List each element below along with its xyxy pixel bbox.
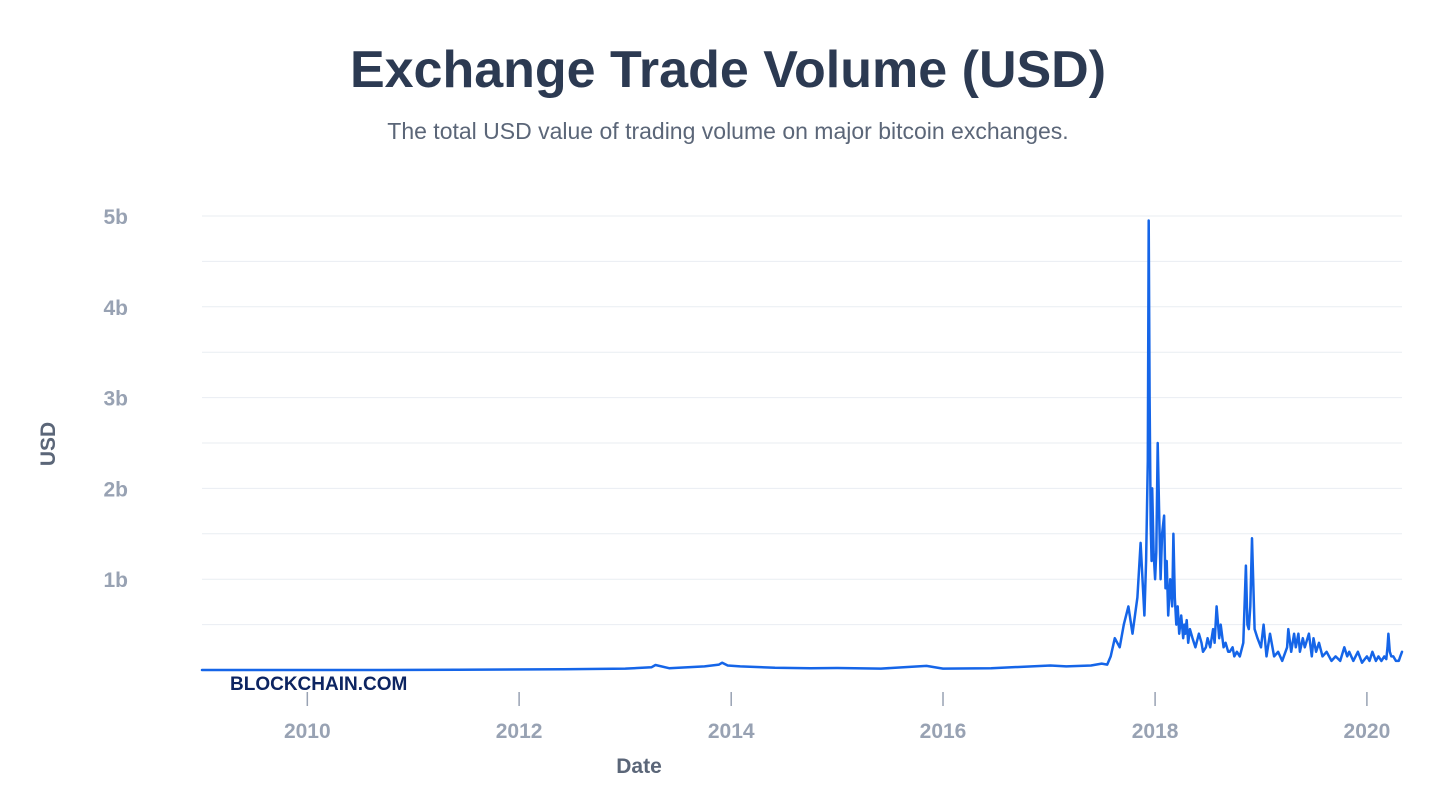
x-tick-label: 2012: [496, 720, 543, 743]
series-line: [200, 219, 1404, 672]
x-tick-label: 2020: [1344, 720, 1391, 743]
x-tick-label: 2014: [708, 720, 755, 743]
y-tick-label: 5b: [103, 206, 128, 229]
blockchain-watermark: BLOCKCHAIN.COM: [230, 674, 407, 695]
chart-title: Exchange Trade Volume (USD): [349, 41, 1107, 99]
y-tick-label: 4b: [103, 297, 128, 320]
chart-subtitle: The total USD value of trading volume on…: [387, 118, 1069, 144]
y-axis-title: USD: [37, 422, 60, 466]
y-axis-ticks: 1b 2b 3b 4b 5b: [103, 206, 128, 592]
y-tick-label: 1b: [103, 569, 128, 592]
x-tick-label: 2016: [920, 720, 967, 743]
x-axis-ticks: 2010 2012 2014 2016 2018 2020: [284, 692, 1390, 743]
x-tick-label: 2010: [284, 720, 331, 743]
y-tick-label: 3b: [103, 388, 128, 411]
x-tick-label: 2018: [1132, 720, 1179, 743]
x-axis-title: Date: [616, 755, 662, 778]
gridlines: [202, 215, 1402, 626]
y-tick-label: 2b: [103, 478, 128, 501]
series-group: [200, 219, 1404, 672]
